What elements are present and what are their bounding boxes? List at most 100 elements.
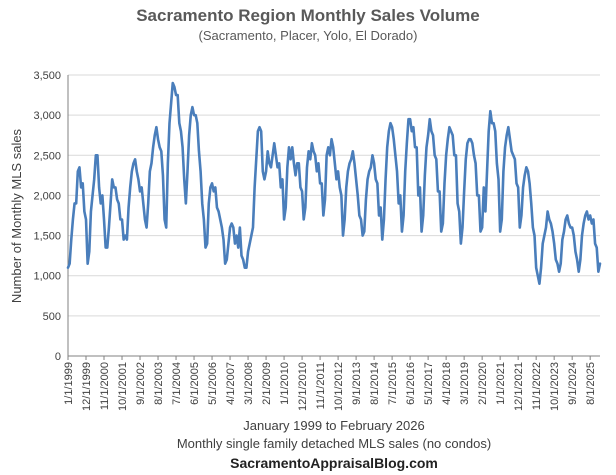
data-point [330,138,333,141]
y-tick-label: 0 [55,351,61,363]
data-point [450,130,452,133]
data-point [144,218,146,221]
data-point [420,230,423,233]
data-point [76,170,79,173]
data-point [445,154,448,157]
data-point [206,242,209,245]
data-point [561,238,564,241]
data-point [132,162,135,165]
data-point [469,138,472,141]
data-point [582,222,585,225]
data-point [589,214,592,217]
data-point [319,182,321,185]
data-point [109,202,112,205]
data-point [234,242,236,245]
data-point [451,134,454,137]
data-point [83,210,86,213]
data-point [549,222,552,225]
data-point [525,166,528,169]
data-point [546,210,549,213]
data-point [571,226,574,229]
data-point [599,262,601,265]
data-point [518,226,521,229]
data-point [67,266,69,269]
data-point [207,202,210,205]
data-point [299,186,302,189]
data-point [129,186,132,189]
data-point [577,270,580,273]
data-point [535,266,538,269]
x-tick-label: 10/1/2023 [549,362,561,411]
data-point [168,122,171,125]
data-point [171,82,174,84]
data-point [355,178,357,181]
data-point [504,146,506,149]
data-point [515,182,518,185]
data-point [283,218,285,221]
data-point [410,130,413,133]
data-point [581,234,583,237]
y-tick-label: 3,500 [33,70,61,82]
data-point [140,186,143,189]
x-tick-label: 7/1/2015 [387,362,399,405]
data-point [404,170,407,173]
data-point [184,202,187,205]
series-layer [66,81,602,286]
x-tick-label: 1/1/2010 [279,362,291,405]
data-point [554,258,557,261]
data-point [224,262,227,265]
chart-subtitle: (Sacramento, Placer, Yolo, El Dorado) [198,28,418,43]
data-point [94,154,97,157]
data-point [108,226,110,229]
data-point [528,182,531,185]
x-tick-label: 3/1/2019 [459,362,471,405]
data-point [121,218,123,221]
data-point [345,186,348,189]
data-point [194,114,197,117]
data-point [70,238,73,241]
data-point [440,230,443,233]
data-point [365,198,367,201]
data-point [317,162,320,165]
x-tick-label: 8/1/2025 [585,362,597,405]
data-point [378,214,380,217]
data-point [350,158,353,161]
data-point [527,170,529,173]
data-point [401,230,403,233]
data-point [376,182,379,185]
data-point [551,230,554,233]
data-point [142,202,145,205]
x-tick-label: 6/1/2005 [189,362,201,405]
x-tick-label: 4/1/2007 [225,362,237,405]
x-tick-label: 5/1/2006 [207,362,219,405]
y-tick-labels: 0 500 1,000 1,500 2,000 2,500 3,000 3,500 [33,70,61,363]
data-point [394,154,397,157]
data-point [437,190,439,193]
data-point [427,134,430,137]
data-point [407,118,410,121]
x-axis-label: January 1999 to February 2026 [243,418,425,433]
data-point [90,210,92,213]
data-point [263,178,266,181]
x-tick-label: 11/1/2022 [531,362,543,410]
data-point [311,142,313,145]
data-point [98,186,100,189]
data-point [68,262,71,265]
data-point [176,94,179,96]
data-point [461,226,464,229]
x-tick-label: 12/1/2010 [297,362,309,411]
data-point [381,238,384,241]
data-point [448,126,451,129]
data-point [314,154,317,157]
data-point [590,222,593,225]
data-point [351,150,354,153]
data-point [507,126,510,129]
data-point [564,218,567,221]
data-point [369,166,372,169]
data-point [291,146,294,149]
data-point [414,146,416,149]
data-point [253,186,256,189]
data-point [261,170,264,173]
data-point [217,210,220,213]
data-point [73,202,76,205]
